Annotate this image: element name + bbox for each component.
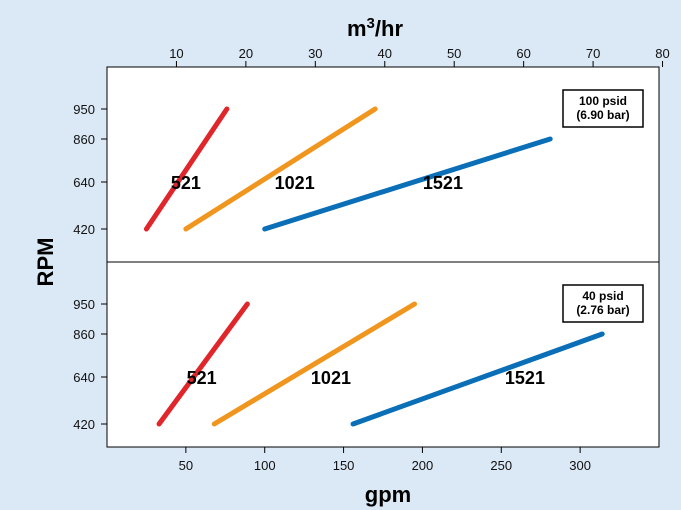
top-tick-label: 20	[239, 46, 253, 61]
series-line-1521	[262, 136, 553, 232]
series-line-521	[143, 106, 230, 232]
top-tick-label: 40	[378, 46, 392, 61]
y-tick-label: 860	[73, 327, 95, 342]
top-tick-label: 70	[586, 46, 600, 61]
top-tick-label: 10	[169, 46, 183, 61]
bottom-tick-label: 300	[569, 458, 591, 473]
top-tick-label: 60	[516, 46, 530, 61]
y-tick-label: 420	[73, 222, 95, 237]
pressure-bar: (2.76 bar)	[576, 303, 629, 317]
pressure-psid: 100 psid	[579, 94, 627, 108]
series-layer: 521 1021 1521 521 1021 1521	[143, 106, 605, 427]
bottom-axis-title: gpm	[365, 482, 411, 507]
bottom-tick-label: 250	[490, 458, 512, 473]
y-tick-label: 640	[73, 175, 95, 190]
bottom-tick-label: 50	[179, 458, 193, 473]
top-tick-label: 50	[447, 46, 461, 61]
y-tick-label: 860	[73, 132, 95, 147]
y-tick-label: 420	[73, 417, 95, 432]
series-line-1021	[211, 301, 418, 427]
bottom-axis-ticks: 50 100 150 200 250 300	[179, 447, 591, 473]
top-tick-label: 80	[655, 46, 669, 61]
top-tick-label: 30	[308, 46, 322, 61]
series-label-1521: 1521	[505, 368, 545, 388]
series-line-1021	[183, 106, 378, 232]
pressure-box	[562, 284, 644, 323]
y-axis-title: RPM	[33, 238, 58, 287]
bottom-tick-label: 200	[412, 458, 434, 473]
plot-area	[106, 66, 660, 448]
top-axis-title: m3/hr	[347, 15, 403, 42]
y-tick-label: 950	[73, 102, 95, 117]
series-label-521: 521	[171, 173, 201, 193]
top-axis-ticks: 10 20 30 40 50 60 70 80	[169, 46, 670, 67]
series-line-1521	[350, 331, 605, 427]
pressure-bar: (6.90 bar)	[576, 108, 629, 122]
bottom-tick-label: 150	[333, 458, 355, 473]
y-tick-label: 640	[73, 370, 95, 385]
series-label-521: 521	[187, 368, 217, 388]
pressure-labels: 100 psid(6.90 bar) 40 psid(2.76 bar)	[562, 89, 644, 323]
series-label-1021: 1021	[311, 368, 351, 388]
series-line-521	[156, 301, 250, 427]
series-label-1021: 1021	[275, 173, 315, 193]
y-tick-label: 950	[73, 297, 95, 312]
pressure-psid: 40 psid	[582, 289, 623, 303]
bottom-tick-label: 100	[254, 458, 276, 473]
pressure-box	[562, 89, 644, 128]
series-label-1521: 1521	[423, 173, 463, 193]
y-axis-ticks: 420 640 860 950 420 640 860 950	[73, 102, 107, 432]
